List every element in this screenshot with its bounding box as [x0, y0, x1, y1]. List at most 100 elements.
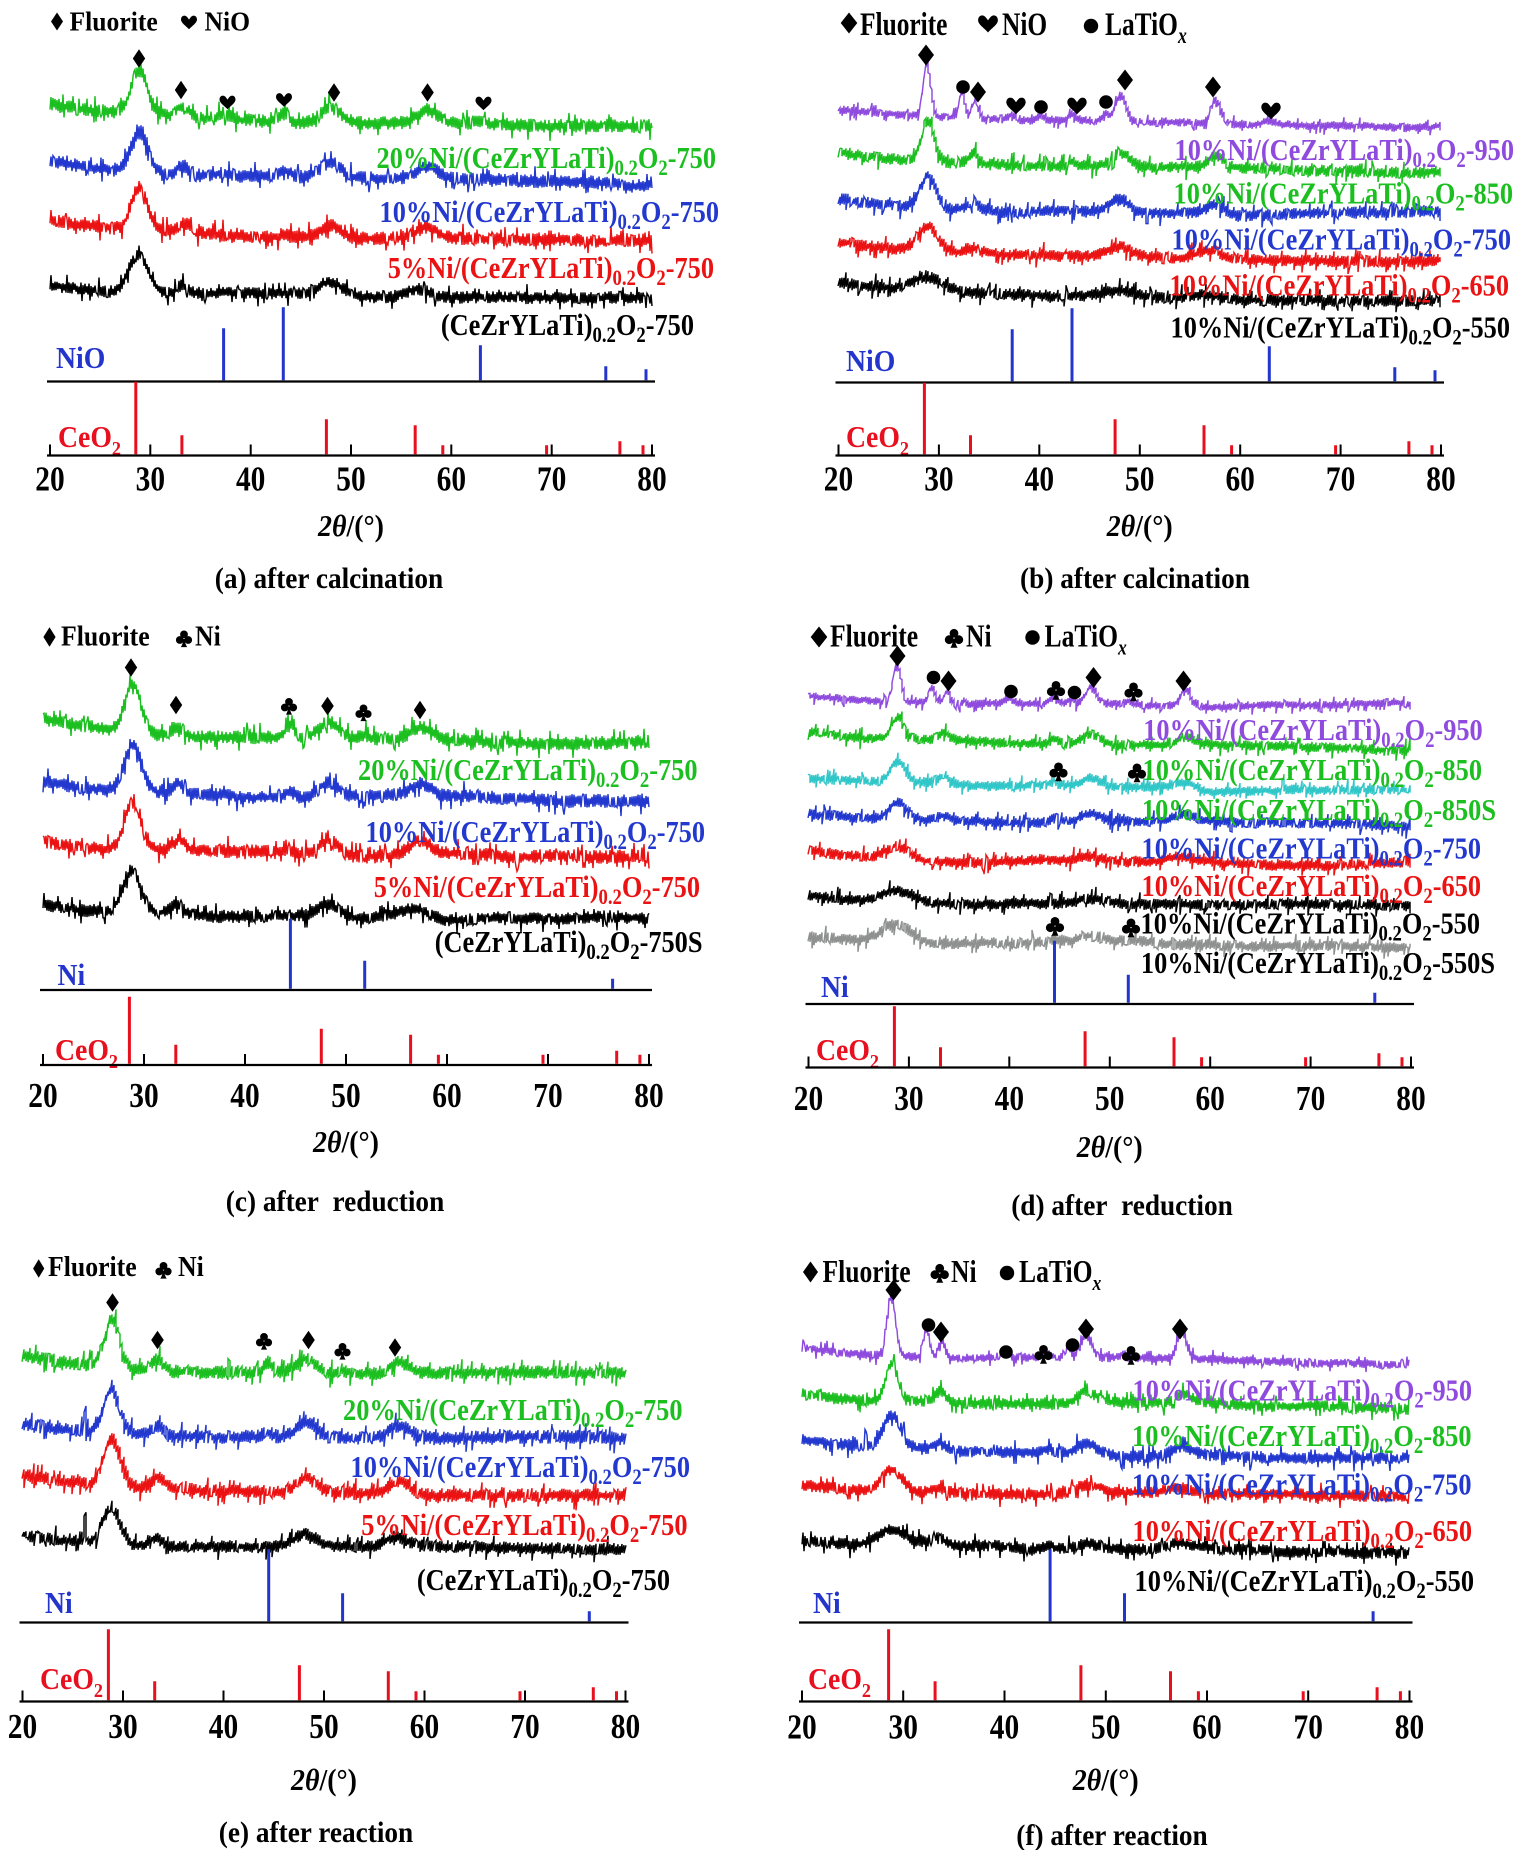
svg-text:50: 50 [1125, 459, 1154, 498]
svg-text:20: 20 [28, 1076, 57, 1115]
svg-text:10%Ni/(CeZrYLaTi)0.2O2-950: 10%Ni/(CeZrYLaTi)0.2O2-950 [1175, 133, 1514, 172]
svg-text:5%Ni/(CeZrYLaTi)0.2O2-750: 5%Ni/(CeZrYLaTi)0.2O2-750 [361, 1508, 687, 1547]
svg-text:Ni: Ni [966, 619, 992, 654]
svg-text:60: 60 [437, 459, 466, 498]
svg-text:10%Ni/(CeZrYLaTi)0.2O2-850: 10%Ni/(CeZrYLaTi)0.2O2-850 [1143, 753, 1482, 792]
svg-text:Fluorite: Fluorite [61, 621, 150, 652]
svg-text:5%Ni/(CeZrYLaTi)0.2O2-750: 5%Ni/(CeZrYLaTi)0.2O2-750 [388, 251, 714, 290]
svg-text:CeO2: CeO2 [58, 421, 121, 460]
svg-text:2θ/(°): 2θ/(°) [312, 1126, 379, 1160]
svg-text:10%Ni/(CeZrYLaTi)0.2O2-850S: 10%Ni/(CeZrYLaTi)0.2O2-850S [1142, 793, 1496, 832]
svg-text:CeO2: CeO2 [40, 1663, 103, 1702]
svg-text:10%Ni/(CeZrYLaTi)0.2O2-750: 10%Ni/(CeZrYLaTi)0.2O2-750 [1132, 1468, 1471, 1507]
svg-text:Ni: Ni [178, 1251, 204, 1282]
svg-text:Fluorite: Fluorite [830, 619, 918, 654]
svg-text:40: 40 [990, 1707, 1019, 1746]
svg-text:Fluorite: Fluorite [823, 1254, 911, 1289]
svg-text:20: 20 [8, 1707, 37, 1746]
svg-text:2θ/(°): 2θ/(°) [1072, 1764, 1139, 1798]
svg-text:20: 20 [824, 459, 853, 498]
svg-text:80: 80 [1426, 459, 1455, 498]
svg-text:30: 30 [894, 1079, 923, 1118]
svg-text:50: 50 [331, 1076, 360, 1115]
svg-text:80: 80 [611, 1707, 640, 1746]
svg-text:60: 60 [1195, 1079, 1224, 1118]
svg-text:70: 70 [1326, 459, 1355, 498]
svg-text:(CeZrYLaTi)0.2O2-750: (CeZrYLaTi)0.2O2-750 [441, 308, 694, 347]
svg-text:20: 20 [794, 1079, 823, 1118]
svg-text:10%Ni/(CeZrYLaTi)0.2O2-650: 10%Ni/(CeZrYLaTi)0.2O2-650 [1170, 269, 1509, 308]
svg-text:50: 50 [1091, 1707, 1120, 1746]
svg-text:20: 20 [787, 1707, 816, 1746]
svg-text:CeO2: CeO2 [846, 421, 909, 460]
svg-text:NiO: NiO [846, 345, 895, 378]
svg-text:NiO: NiO [205, 7, 251, 37]
svg-text:Ni: Ni [821, 971, 849, 1004]
svg-text:30: 30 [889, 1707, 918, 1746]
svg-text:10%Ni/(CeZrYLaTi)0.2O2-750: 10%Ni/(CeZrYLaTi)0.2O2-750 [380, 195, 719, 234]
svg-text:10%Ni/(CeZrYLaTi)0.2O2-950: 10%Ni/(CeZrYLaTi)0.2O2-950 [1143, 713, 1482, 752]
svg-text:10%Ni/(CeZrYLaTi)0.2O2-550: 10%Ni/(CeZrYLaTi)0.2O2-550 [1135, 1564, 1474, 1603]
svg-text:70: 70 [1296, 1079, 1325, 1118]
svg-text:LaTiOx: LaTiOx [1019, 1254, 1101, 1295]
svg-text:Ni: Ni [195, 621, 221, 652]
svg-text:10%Ni/(CeZrYLaTi)0.2O2-950: 10%Ni/(CeZrYLaTi)0.2O2-950 [1133, 1374, 1472, 1413]
svg-text:(c) after reduction: (c) after reduction [226, 1185, 445, 1218]
svg-text:40: 40 [236, 459, 265, 498]
svg-text:50: 50 [309, 1707, 338, 1746]
svg-text:2θ/(°): 2θ/(°) [290, 1764, 357, 1798]
svg-text:70: 70 [510, 1707, 539, 1746]
svg-text:CeO2: CeO2 [55, 1034, 118, 1073]
svg-text:Ni: Ni [951, 1254, 977, 1289]
svg-text:30: 30 [129, 1076, 158, 1115]
svg-text:60: 60 [1192, 1707, 1221, 1746]
svg-text:60: 60 [410, 1707, 439, 1746]
svg-text:10%Ni/(CeZrYLaTi)0.2O2-850: 10%Ni/(CeZrYLaTi)0.2O2-850 [1174, 177, 1513, 216]
svg-text:30: 30 [108, 1707, 137, 1746]
svg-text:50: 50 [1095, 1079, 1124, 1118]
svg-text:10%Ni/(CeZrYLaTi)0.2O2-550S: 10%Ni/(CeZrYLaTi)0.2O2-550S [1141, 946, 1495, 985]
svg-text:10%Ni/(CeZrYLaTi)0.2O2-550: 10%Ni/(CeZrYLaTi)0.2O2-550 [1141, 907, 1480, 946]
svg-text:2θ/(°): 2θ/(°) [1106, 510, 1173, 544]
svg-text:70: 70 [537, 459, 566, 498]
svg-text:(d) after reduction: (d) after reduction [1011, 1189, 1233, 1222]
svg-text:(f) after reaction: (f) after reaction [1016, 1819, 1207, 1850]
svg-text:20%Ni/(CeZrYLaTi)0.2O2-750: 20%Ni/(CeZrYLaTi)0.2O2-750 [377, 141, 716, 180]
svg-text:Ni: Ni [813, 1587, 841, 1620]
svg-text:80: 80 [634, 1076, 663, 1115]
svg-text:40: 40 [209, 1707, 238, 1746]
svg-text:Fluorite: Fluorite [48, 1251, 137, 1282]
svg-text:Ni: Ni [58, 959, 86, 992]
svg-text:40: 40 [230, 1076, 259, 1115]
svg-text:10%Ni/(CeZrYLaTi)0.2O2-650: 10%Ni/(CeZrYLaTi)0.2O2-650 [1133, 1514, 1472, 1553]
svg-text:20: 20 [35, 459, 64, 498]
svg-text:LaTiOx: LaTiOx [1105, 7, 1187, 49]
svg-text:10%Ni/(CeZrYLaTi)0.2O2-750: 10%Ni/(CeZrYLaTi)0.2O2-750 [1142, 831, 1481, 870]
svg-text:10%Ni/(CeZrYLaTi)0.2O2-850: 10%Ni/(CeZrYLaTi)0.2O2-850 [1132, 1419, 1471, 1458]
svg-text:10%Ni/(CeZrYLaTi)0.2O2-750: 10%Ni/(CeZrYLaTi)0.2O2-750 [366, 815, 705, 854]
svg-text:30: 30 [136, 459, 165, 498]
svg-text:Ni: Ni [45, 1587, 73, 1620]
svg-text:(a) after calcination: (a) after calcination [215, 562, 443, 595]
svg-text:40: 40 [995, 1079, 1024, 1118]
svg-text:Fluorite: Fluorite [860, 7, 947, 43]
svg-text:80: 80 [1395, 1707, 1424, 1746]
svg-text:(CeZrYLaTi)0.2O2-750S: (CeZrYLaTi)0.2O2-750S [435, 925, 703, 964]
svg-text:80: 80 [637, 459, 666, 498]
svg-text:Fluorite: Fluorite [70, 7, 158, 37]
svg-text:10%Ni/(CeZrYLaTi)0.2O2-750: 10%Ni/(CeZrYLaTi)0.2O2-750 [351, 1450, 690, 1489]
svg-text:5%Ni/(CeZrYLaTi)0.2O2-750: 5%Ni/(CeZrYLaTi)0.2O2-750 [374, 870, 700, 909]
svg-text:(b) after calcination: (b) after calcination [1020, 562, 1250, 595]
svg-text:30: 30 [924, 459, 953, 498]
svg-text:70: 70 [533, 1076, 562, 1115]
svg-text:(CeZrYLaTi)0.2O2-750: (CeZrYLaTi)0.2O2-750 [417, 1563, 670, 1602]
svg-text:60: 60 [1225, 459, 1254, 498]
svg-text:NiO: NiO [56, 342, 105, 375]
svg-text:(e) after reaction: (e) after reaction [219, 1816, 414, 1849]
svg-text:CeO2: CeO2 [808, 1663, 871, 1702]
svg-text:20%Ni/(CeZrYLaTi)0.2O2-750: 20%Ni/(CeZrYLaTi)0.2O2-750 [358, 753, 697, 792]
svg-text:60: 60 [432, 1076, 461, 1115]
svg-text:10%Ni/(CeZrYLaTi)0.2O2-550: 10%Ni/(CeZrYLaTi)0.2O2-550 [1171, 311, 1510, 350]
svg-text:40: 40 [1025, 459, 1054, 498]
svg-text:2θ/(°): 2θ/(°) [1076, 1131, 1143, 1165]
